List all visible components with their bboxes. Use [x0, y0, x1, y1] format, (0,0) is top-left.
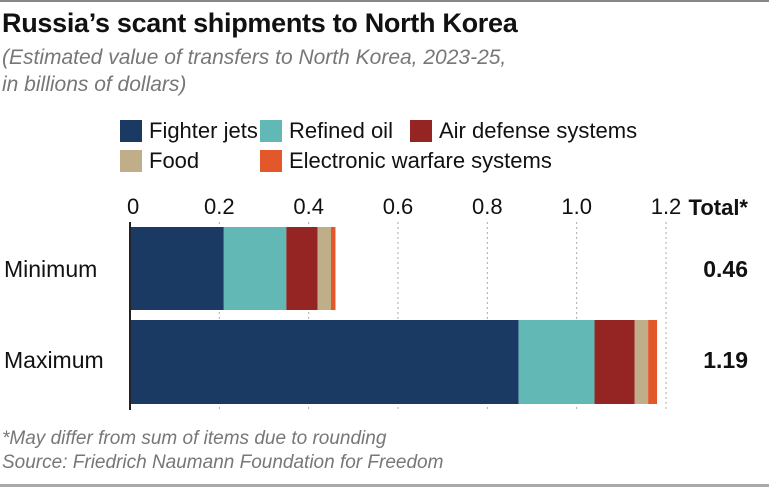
- bar-segment-maximum-electronic-warfare-systems: [648, 320, 658, 404]
- legend-swatch-electronic-warfare: [260, 150, 282, 172]
- legend-swatch-fighter-jets: [120, 120, 142, 142]
- footer: *May differ from sum of items due to rou…: [2, 427, 443, 475]
- legend-item-refined-oil: Refined oil: [260, 118, 393, 144]
- source-note: Source: Friedrich Naumann Foundation for…: [2, 452, 444, 473]
- x-tick-label: 0.6: [383, 194, 414, 219]
- legend-label: Air defense systems: [439, 118, 638, 143]
- footnote: *May differ from sum of items due to rou…: [2, 428, 387, 449]
- total-label-maximum: 1.19: [703, 347, 748, 373]
- legend-item-electronic-warfare: Electronic warfare systems: [260, 148, 552, 174]
- x-tick-label: 0.8: [472, 194, 503, 219]
- x-tick-label: 0: [127, 194, 139, 219]
- bar-segment-maximum-food: [634, 320, 649, 404]
- total-label-minimum: 0.46: [703, 256, 748, 282]
- top-rule: [0, 0, 769, 2]
- x-tick-label: 1.0: [561, 194, 592, 219]
- legend-label: Food: [149, 148, 200, 173]
- legend-label: Refined oil: [289, 118, 393, 143]
- totals-header: Total*: [689, 195, 749, 220]
- subtitle-line-1: (Estimated value of transfers to North K…: [2, 46, 507, 69]
- category-label-minimum: Minimum: [4, 256, 97, 282]
- legend-swatch-food: [120, 150, 142, 172]
- legend-item-fighter-jets: Fighter jets: [120, 118, 258, 144]
- category-label-maximum: Maximum: [4, 347, 104, 373]
- x-tick-label: 1.2: [651, 194, 682, 219]
- bar-segment-maximum-air-defense-systems: [594, 320, 635, 404]
- chart-title: Russia’s scant shipments to North Korea: [2, 8, 518, 38]
- bar-segment-minimum-refined-oil: [223, 227, 287, 310]
- x-tick-label: 0.4: [293, 194, 324, 219]
- bar-segment-minimum-fighter-jets: [130, 227, 224, 310]
- chart-subtitle: (Estimated value of transfers to North K…: [2, 44, 522, 98]
- bar-segment-minimum-food: [317, 227, 331, 310]
- x-tick-label: 0.2: [204, 194, 235, 219]
- legend-swatch-air-defense: [410, 120, 432, 142]
- legend-swatch-refined-oil: [260, 120, 282, 142]
- legend-item-air-defense: Air defense systems: [410, 118, 637, 144]
- bottom-rule: [0, 484, 769, 487]
- legend-label: Fighter jets: [149, 118, 258, 143]
- legend-item-food: Food: [120, 148, 199, 174]
- bar-segment-minimum-electronic-warfare-systems: [331, 227, 336, 310]
- bar-segment-maximum-fighter-jets: [130, 320, 519, 404]
- bar-segment-maximum-refined-oil: [518, 320, 595, 404]
- subtitle-line-2: in billions of dollars): [2, 73, 187, 96]
- bar-segment-minimum-air-defense-systems: [286, 227, 318, 310]
- legend-label: Electronic warfare systems: [289, 148, 552, 173]
